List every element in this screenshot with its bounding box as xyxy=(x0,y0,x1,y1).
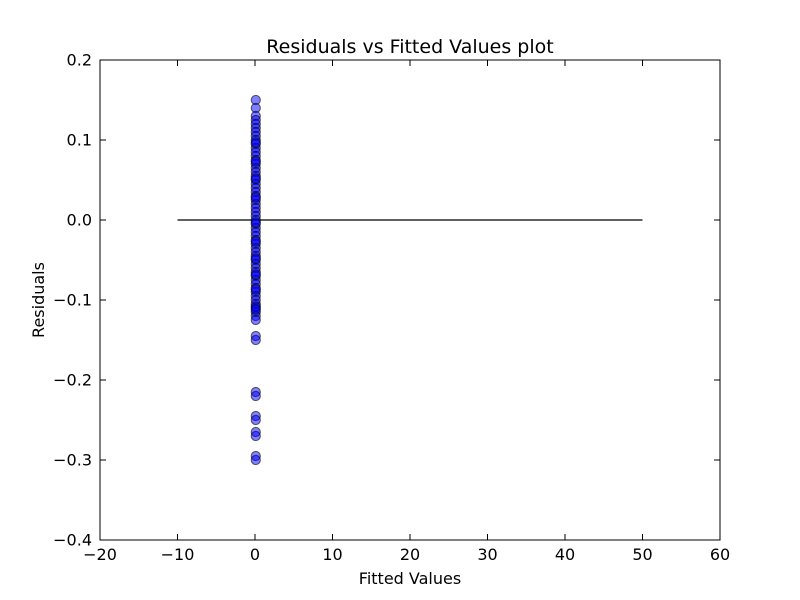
x-tick-label: 30 xyxy=(477,545,497,564)
x-tick-label: 60 xyxy=(710,545,730,564)
y-tick-label: −0.1 xyxy=(53,291,92,310)
data-point xyxy=(250,334,261,346)
data-point xyxy=(250,137,261,148)
data-point xyxy=(250,390,261,402)
x-tick-label: −20 xyxy=(83,545,117,564)
y-tick-label: 0.1 xyxy=(67,131,92,150)
x-axis-title: Fitted Values xyxy=(359,569,461,588)
ticks-layer: −20 −10 0 10 20 30 40 50 60 −0.4 −0.3 −0.2 −0.1 0.0 0.… xyxy=(53,51,730,565)
points-layer xyxy=(250,94,261,466)
y-tick-label: 0.2 xyxy=(67,51,92,70)
plot-area: −20 −10 0 10 20 30 40 50 60 −0.4 −0.3 −0.2 −0.1 0.0 0.… xyxy=(53,51,730,565)
x-tick-label: 50 xyxy=(632,545,652,564)
plot-background xyxy=(100,60,720,540)
y-tick-label: 0.0 xyxy=(67,211,92,230)
data-point xyxy=(250,192,261,203)
data-point xyxy=(250,156,261,167)
x-tick-label: 0 xyxy=(250,545,260,564)
data-point xyxy=(250,253,261,264)
data-point xyxy=(250,269,261,280)
data-point xyxy=(250,173,261,184)
x-tick-label: 10 xyxy=(322,545,342,564)
data-point xyxy=(250,217,261,228)
y-tick-label: −0.3 xyxy=(53,451,92,470)
data-point xyxy=(250,430,261,442)
x-tick-label: 40 xyxy=(555,545,575,564)
data-point xyxy=(250,414,261,426)
x-tick-label: −10 xyxy=(161,545,195,564)
data-point xyxy=(250,284,261,295)
data-point xyxy=(250,314,261,326)
y-axis-title: Residuals xyxy=(29,262,48,338)
chart-title: Residuals vs Fitted Values plot xyxy=(266,36,553,58)
data-point xyxy=(250,304,261,315)
y-tick-label: −0.2 xyxy=(53,371,92,390)
y-tick-label: −0.4 xyxy=(53,531,92,550)
data-point xyxy=(250,236,261,247)
data-point xyxy=(250,454,261,466)
x-tick-label: 20 xyxy=(400,545,420,564)
